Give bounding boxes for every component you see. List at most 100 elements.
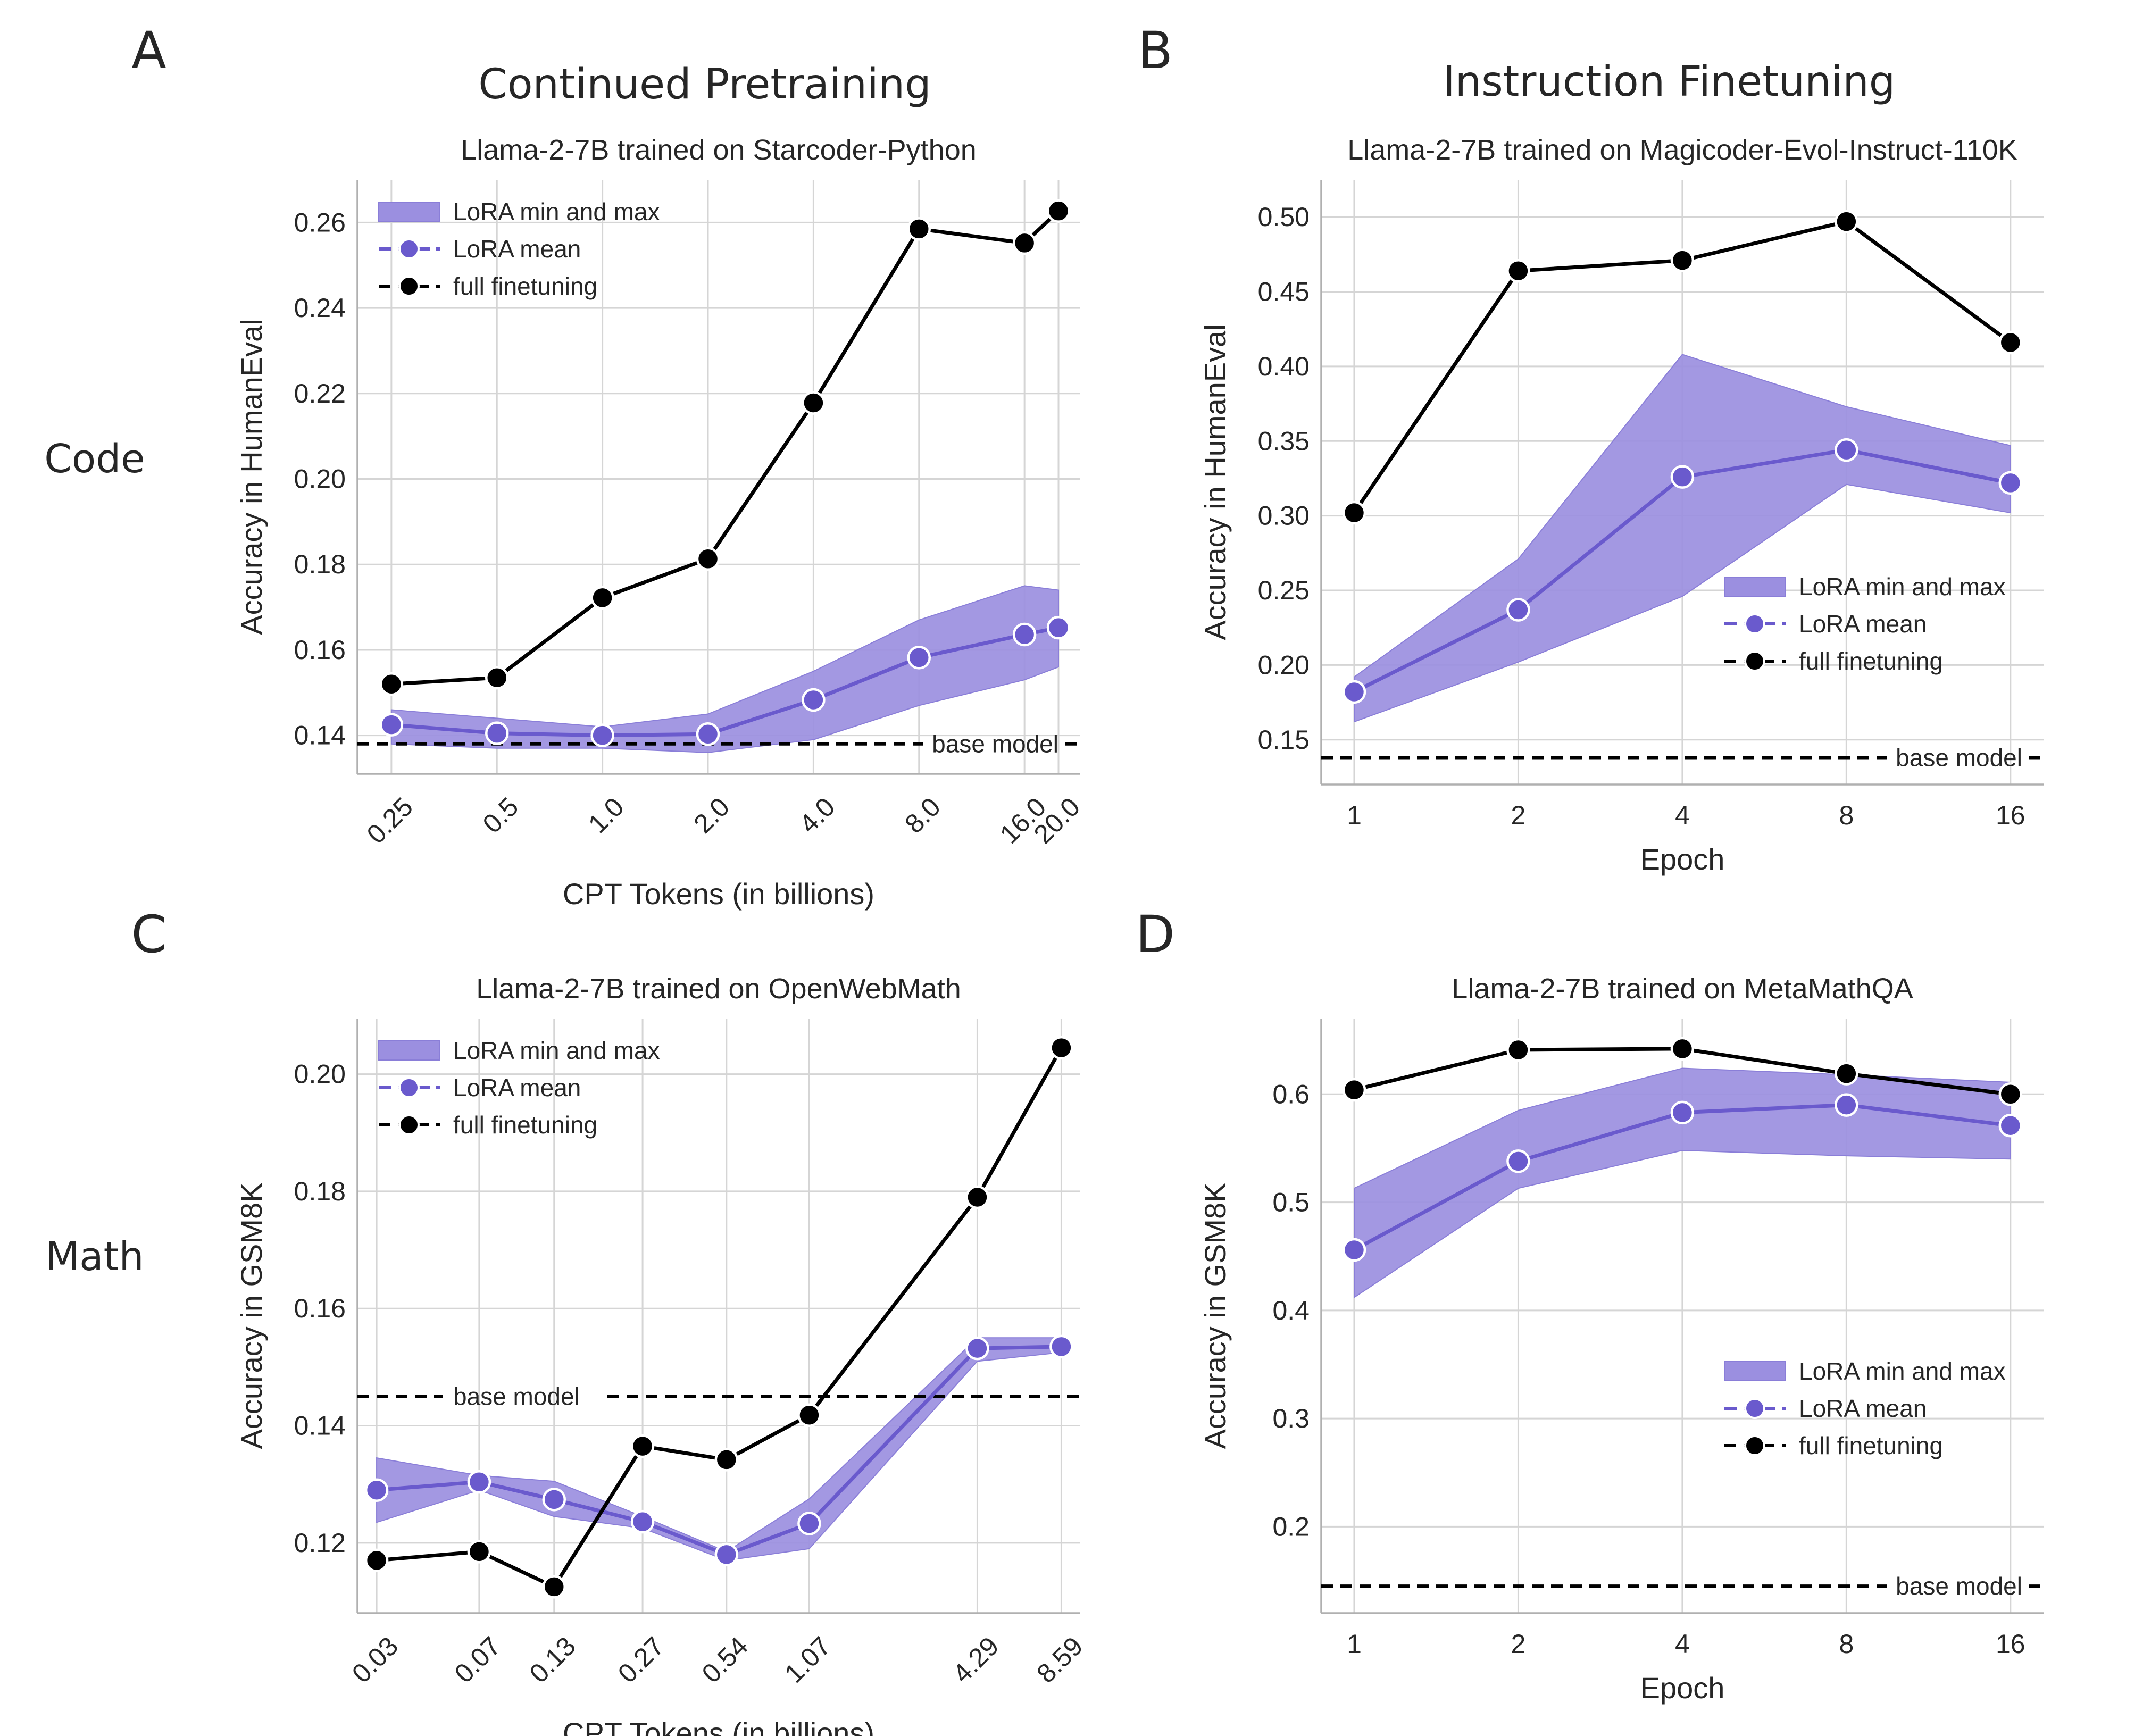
y-tick-label: 0.20 bbox=[1258, 650, 1310, 680]
base-model-label: base model bbox=[453, 1382, 580, 1410]
legend-swatch-band bbox=[1724, 1361, 1786, 1381]
legend-label: LoRA min and max bbox=[1799, 573, 2006, 600]
full-finetuning-point bbox=[1049, 1036, 1073, 1060]
y-axis-label: Accuracy in HumanEval bbox=[235, 319, 268, 635]
x-tick-label: 4 bbox=[1675, 800, 1690, 830]
legend-swatch-marker bbox=[1744, 650, 1765, 672]
y-tick-label: 0.2 bbox=[1272, 1512, 1310, 1541]
chart-d: 0.2 0.3 0.4 0.5 0.6 1 2 4 8 16 Llama-2-7B trained … bbox=[1198, 973, 2044, 1705]
lora-mean-point bbox=[364, 1478, 389, 1502]
y-tick-label: 0.16 bbox=[294, 635, 346, 665]
lora-mean-point bbox=[630, 1509, 655, 1534]
full-finetuning-point bbox=[379, 672, 404, 696]
y-tick-label: 0.26 bbox=[294, 207, 346, 237]
lora-mean-point bbox=[1046, 615, 1071, 640]
full-finetuning-point bbox=[485, 665, 509, 690]
lora-mean-point bbox=[1012, 622, 1037, 647]
legend: LoRA min and max LoRA mean full finetuning bbox=[1724, 573, 2006, 675]
legend-label: full finetuning bbox=[453, 1111, 597, 1139]
full-finetuning-point bbox=[1670, 248, 1695, 272]
y-axis-label: Accuracy in GSM8K bbox=[235, 1182, 268, 1449]
lora-mean-point bbox=[379, 713, 404, 737]
y-tick-label: 0.30 bbox=[1258, 501, 1310, 531]
y-tick-label: 0.20 bbox=[294, 464, 346, 494]
full-finetuning-point bbox=[797, 1403, 821, 1427]
y-tick-label: 0.6 bbox=[1272, 1079, 1310, 1109]
lora-mean-point bbox=[1342, 1238, 1366, 1262]
legend-swatch-marker bbox=[398, 238, 420, 260]
y-tick-label: 0.22 bbox=[294, 379, 346, 408]
chart-b: 0.15 0.20 0.25 0.30 0.35 0.40 0.45 0.50 1 2 4 8 16 Ll… bbox=[1198, 134, 2044, 876]
full-finetuning-point bbox=[1012, 231, 1037, 255]
full-finetuning-line bbox=[391, 210, 1060, 686]
full-finetuning-point bbox=[965, 1185, 989, 1209]
lora-mean-line bbox=[391, 625, 1059, 738]
lora-mean-point bbox=[1049, 1334, 1073, 1359]
x-axis-label: CPT Tokens (in billions) bbox=[563, 877, 874, 911]
lora-mean-point bbox=[542, 1488, 566, 1512]
y-tick-label: 0.14 bbox=[294, 721, 346, 750]
x-tick-label: 4 bbox=[1675, 1629, 1690, 1659]
chart-title: Llama-2-7B trained on OpenWebMath bbox=[476, 973, 961, 1005]
full-finetuning-point bbox=[907, 217, 931, 241]
legend-swatch-band bbox=[378, 1040, 440, 1061]
lora-min-max-band bbox=[390, 585, 1059, 753]
y-tick-label: 0.5 bbox=[1272, 1188, 1310, 1217]
full-finetuning-point bbox=[714, 1448, 739, 1472]
full-finetuning-point bbox=[1342, 500, 1366, 525]
lora-mean-point bbox=[1670, 465, 1695, 489]
y-tick-label: 0.45 bbox=[1258, 277, 1310, 307]
x-axis-label: Epoch bbox=[1640, 842, 1725, 876]
lora-mean-point bbox=[714, 1542, 739, 1567]
lora-mean-point bbox=[1506, 598, 1530, 622]
legend-label: full finetuning bbox=[1799, 647, 1943, 675]
full-finetuning-point bbox=[630, 1434, 655, 1458]
lora-mean-point bbox=[1835, 438, 1858, 462]
y-tick-label: 0.25 bbox=[1258, 575, 1310, 605]
legend-label: LoRA min and max bbox=[1799, 1357, 2006, 1385]
lora-mean-point bbox=[1342, 680, 1366, 704]
x-tick-label: 16 bbox=[1996, 1629, 2025, 1659]
lora-mean-point bbox=[696, 722, 720, 746]
legend-label: LoRA mean bbox=[1799, 610, 1927, 638]
base-model-label: base model bbox=[1896, 744, 2022, 771]
full-finetuning-point bbox=[1046, 199, 1071, 223]
y-tick-label: 0.35 bbox=[1258, 426, 1310, 456]
full-finetuning-point bbox=[1506, 1038, 1530, 1062]
y-tick-label: 0.15 bbox=[1258, 725, 1310, 755]
lora-mean-point bbox=[590, 723, 614, 747]
legend-label: LoRA min and max bbox=[453, 198, 660, 226]
y-tick-label: 0.24 bbox=[294, 293, 346, 323]
legend-label: LoRA mean bbox=[453, 1074, 581, 1101]
full-finetuning-point bbox=[1835, 210, 1858, 233]
x-axis-label: Epoch bbox=[1640, 1671, 1725, 1705]
lora-mean-point bbox=[485, 721, 509, 745]
x-tick-label: 16 bbox=[1996, 800, 2025, 830]
legend: LoRA min and max LoRA mean full finetuning bbox=[378, 198, 660, 300]
lora-mean-line bbox=[376, 1345, 1062, 1557]
base-model-label: base model bbox=[1896, 1572, 2022, 1600]
x-tick-label: 1 bbox=[1347, 1629, 1362, 1659]
legend-swatch-marker bbox=[398, 1114, 420, 1136]
row-label-code: Code bbox=[44, 436, 145, 482]
full-finetuning-point bbox=[696, 547, 720, 571]
lora-mean-point bbox=[1998, 471, 2023, 495]
y-tick-label: 0.12 bbox=[294, 1528, 346, 1558]
full-finetuning-point bbox=[590, 586, 614, 610]
legend-label: full finetuning bbox=[453, 272, 597, 300]
panel-letter-a: A bbox=[131, 21, 166, 80]
lora-mean-point bbox=[907, 646, 931, 670]
y-tick-label: 0.50 bbox=[1258, 202, 1310, 232]
y-axis-label: Accuracy in GSM8K bbox=[1198, 1182, 1232, 1449]
lora-mean-point bbox=[1670, 1100, 1695, 1125]
lora-mean-point bbox=[1835, 1093, 1858, 1117]
full-finetuning-point bbox=[1506, 259, 1530, 283]
panel-letter-c: C bbox=[131, 905, 166, 964]
full-finetuning-point bbox=[1998, 1082, 2023, 1106]
full-finetuning-point bbox=[802, 391, 826, 415]
lora-mean-point bbox=[802, 688, 826, 712]
full-finetuning-point bbox=[1342, 1078, 1366, 1102]
legend-label: LoRA min and max bbox=[453, 1037, 660, 1064]
